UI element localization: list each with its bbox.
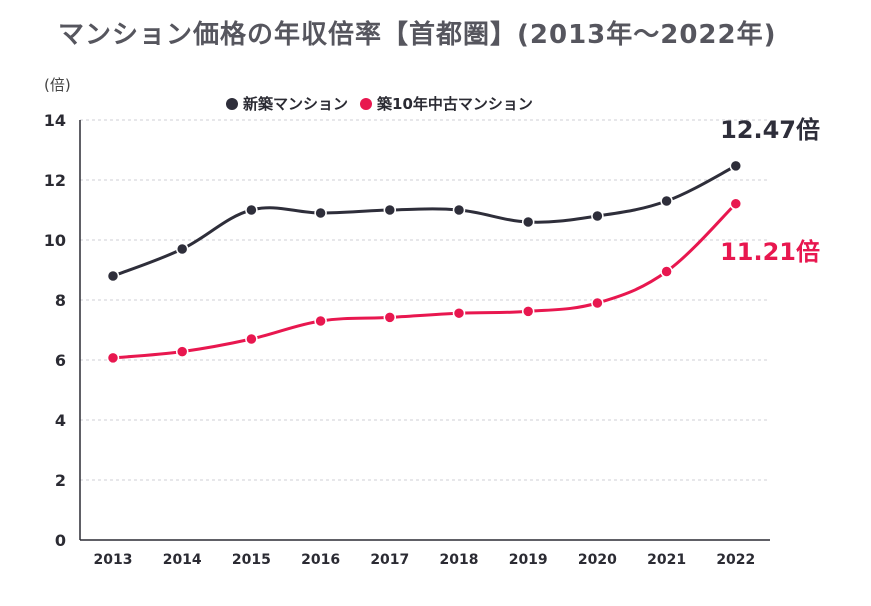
data-point-used-2013 xyxy=(106,351,120,365)
data-point-used-2015 xyxy=(245,332,258,346)
data-point-used-2020 xyxy=(591,296,604,310)
x-tick-label-2017: 2017 xyxy=(370,552,409,568)
y-tick-label-10: 10 xyxy=(44,231,66,250)
legend-item-new: 新築マンション xyxy=(226,93,348,114)
x-tick-label-2016: 2016 xyxy=(301,552,340,568)
chart-legend: 新築マンション 築10年中古マンション xyxy=(226,93,545,114)
data-point-new-2016 xyxy=(314,206,327,220)
chart-title: マンション価格の年収倍率【首都圏】(2013年～2022年) xyxy=(58,20,777,50)
y-tick-label-6: 6 xyxy=(55,351,66,370)
data-point-new-2018 xyxy=(452,203,466,217)
legend-label-used: 築10年中古マンション xyxy=(377,95,533,113)
series-line-new xyxy=(111,164,738,278)
data-point-new-2022 xyxy=(729,159,743,173)
y-tick-label-0: 0 xyxy=(55,531,66,550)
data-point-new-2017 xyxy=(383,203,397,217)
legend-label-new: 新築マンション xyxy=(243,95,349,113)
x-tick-label-2018: 2018 xyxy=(440,552,479,568)
data-point-used-2021 xyxy=(660,265,673,278)
x-tick-label-2022: 2022 xyxy=(716,552,755,568)
x-tick-label-2020: 2020 xyxy=(578,552,617,568)
y-tick-label-14: 14 xyxy=(44,111,66,130)
data-point-new-2014 xyxy=(175,242,189,256)
x-tick-label-2019: 2019 xyxy=(509,552,548,568)
data-point-used-2016 xyxy=(314,314,327,328)
legend-marker-new xyxy=(226,97,238,110)
data-point-new-2019 xyxy=(521,215,535,229)
y-tick-label-4: 4 xyxy=(55,411,66,430)
x-tick-label-2015: 2015 xyxy=(232,552,271,568)
y-tick-label-2: 2 xyxy=(55,471,66,490)
end-value-label-used: 11.21倍 xyxy=(720,238,820,266)
series-line-used xyxy=(111,202,738,360)
x-tick-label-2013: 2013 xyxy=(94,552,133,568)
data-point-used-2017 xyxy=(383,311,397,324)
data-point-new-2021 xyxy=(660,194,673,208)
x-tick-label-2021: 2021 xyxy=(647,552,686,568)
data-point-used-2022 xyxy=(729,197,743,210)
legend-item-used: 築10年中古マンション xyxy=(360,93,533,114)
y-axis-unit-label: (倍) xyxy=(44,76,71,94)
data-point-used-2018 xyxy=(452,306,466,320)
data-point-new-2015 xyxy=(245,203,258,217)
y-tick-label-8: 8 xyxy=(55,291,66,310)
y-tick-label-12: 12 xyxy=(44,171,66,190)
legend-marker-used xyxy=(360,97,373,110)
data-point-used-2019 xyxy=(521,305,535,318)
data-point-used-2014 xyxy=(175,345,189,358)
x-tick-label-2014: 2014 xyxy=(163,552,202,568)
end-value-label-new: 12.47倍 xyxy=(720,116,820,144)
data-point-new-2020 xyxy=(591,209,604,223)
data-point-new-2013 xyxy=(106,269,120,283)
